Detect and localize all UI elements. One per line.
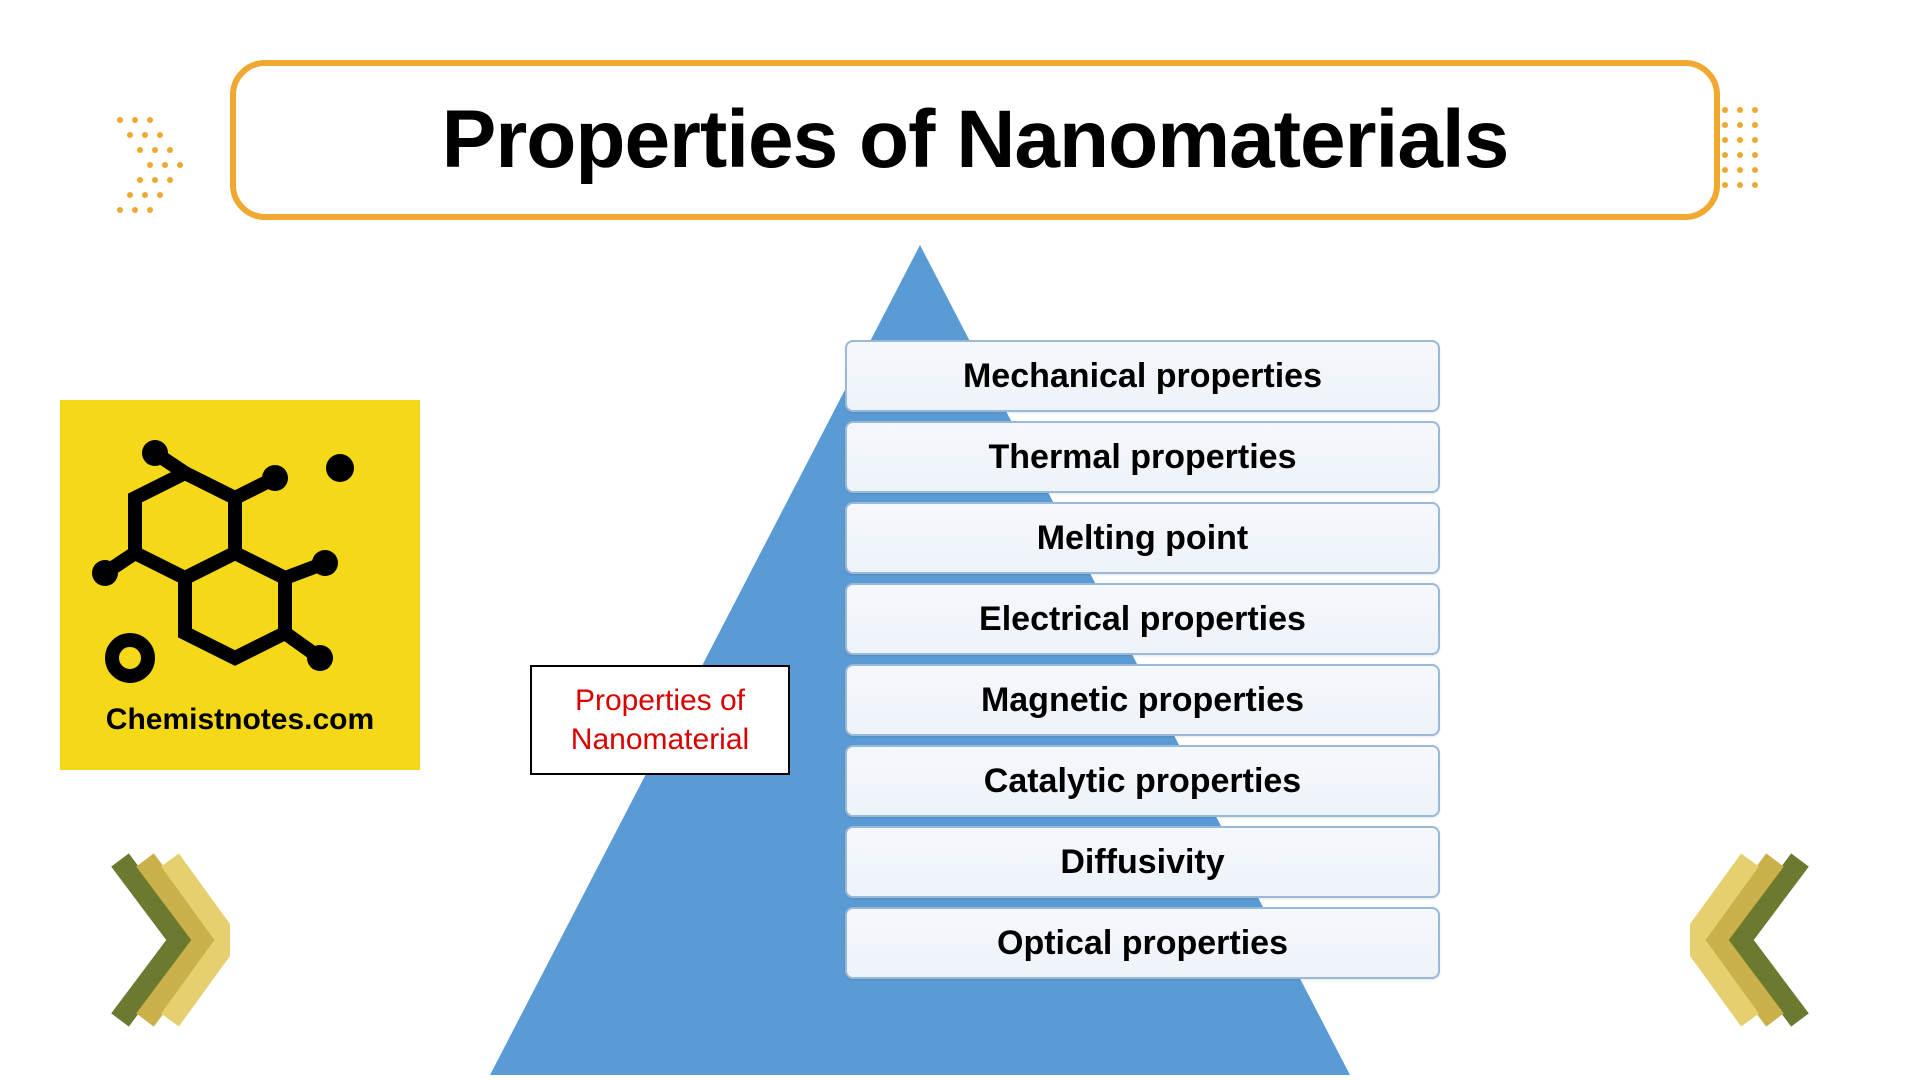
decoration-chevron-bottom-left <box>110 850 230 1030</box>
property-list: Mechanical properties Thermal properties… <box>845 340 1440 979</box>
decoration-chevron-bottom-right <box>1690 850 1810 1030</box>
property-item-magnetic: Magnetic properties <box>845 664 1440 736</box>
property-item-catalytic: Catalytic properties <box>845 745 1440 817</box>
center-label-line2: Nanomaterial <box>571 723 749 756</box>
property-item-diffusivity: Diffusivity <box>845 826 1440 898</box>
property-item-electrical: Electrical properties <box>845 583 1440 655</box>
property-item-optical: Optical properties <box>845 907 1440 979</box>
property-item-mechanical: Mechanical properties <box>845 340 1440 412</box>
center-label-line1: Properties of <box>575 684 745 717</box>
molecule-icon <box>90 433 390 693</box>
title-box: Properties of Nanomaterials <box>230 60 1720 220</box>
decoration-dots-top-left <box>100 110 220 230</box>
logo-text: Chemistnotes.com <box>106 703 374 737</box>
page-title: Properties of Nanomaterials <box>442 93 1509 187</box>
center-label-text: Properties of Nanomaterial <box>571 681 749 759</box>
property-item-thermal: Thermal properties <box>845 421 1440 493</box>
logo-box: Chemistnotes.com <box>60 400 420 770</box>
property-item-melting: Melting point <box>845 502 1440 574</box>
center-label-box: Properties of Nanomaterial <box>530 665 790 775</box>
